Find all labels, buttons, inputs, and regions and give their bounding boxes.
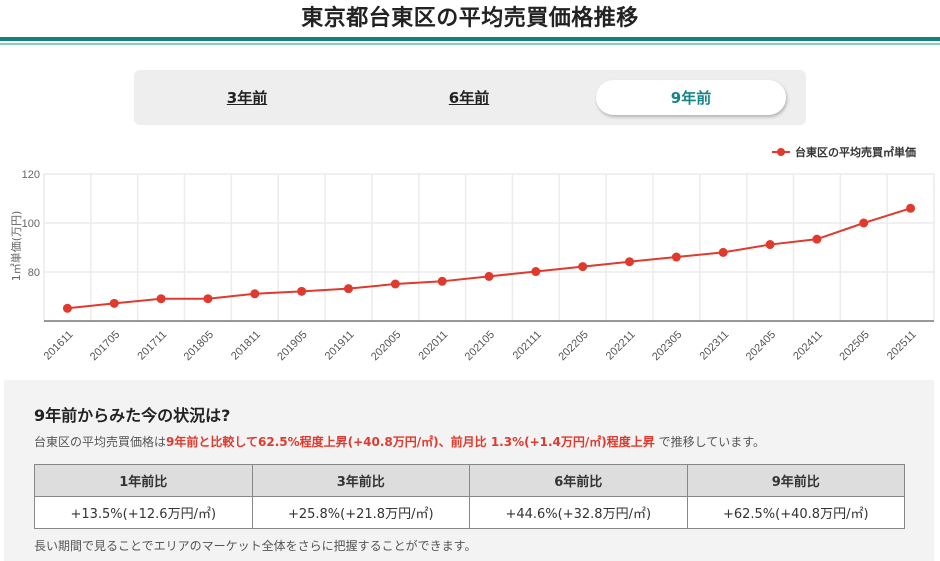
data-point[interactable] [484,271,494,281]
tab-label: 3年前 [226,89,268,107]
tab-label: 6年前 [448,89,490,107]
data-point[interactable] [297,286,307,296]
data-point[interactable] [859,218,869,228]
summary-text-prefix: 台東区の平均売買価格は [34,435,167,449]
table-header-row: 1年前比 3年前比 6年前比 9年前比 [34,464,905,497]
x-tick-label: 202305 [650,329,684,363]
summary-heading: 9年前からみた今の状況は? [34,406,231,425]
legend-label: 台東区の平均売買㎡単価 [795,146,916,159]
x-tick-label: 202211 [604,329,638,363]
summary-text-highlight: 9年前と比較して62.5%程度上昇(+40.8万円/㎡)、前月比 1.3%(+1… [166,435,655,449]
data-point[interactable] [437,276,447,286]
value-9-years: +62.5%(+40.8万円/㎡) [686,496,905,529]
header-6-years: 6年前比 [469,464,688,497]
line-chart: 80 100 120 201611 201705 201711 201805 201811 20… [22,169,935,363]
x-tick-label: 201611 [42,329,76,363]
page-title: 東京都台東区の平均売買価格推移 [301,6,639,31]
tab-9-years[interactable]: 9年前 [596,80,786,115]
data-point[interactable] [812,234,822,244]
data-point[interactable] [250,289,260,299]
x-tick-label: 201911 [323,329,357,363]
data-point[interactable] [203,294,213,304]
x-tick-label: 202011 [416,329,450,363]
data-point[interactable] [625,257,635,267]
summary-text: 台東区の平均売買価格は9年前と比較して62.5%程度上昇(+40.8万円/㎡)、… [34,433,765,450]
period-tab-bar: 3年前 6年前 9年前 [134,70,806,125]
x-tick-label: 201905 [275,329,309,363]
data-point[interactable] [109,298,119,308]
chart-legend[interactable]: 台東区の平均売買㎡単価 [772,144,916,160]
table-row: +13.5%(+12.6万円/㎡) +25.8%(+21.8万円/㎡) +44.… [34,496,905,529]
tab-3-years[interactable]: 3年前 [152,80,342,115]
summary-text-suffix: で推移しています。 [654,435,766,449]
data-point[interactable] [765,240,775,250]
y-tick-label: 100 [22,218,40,230]
data-point[interactable] [671,252,681,262]
legend-line-marker-icon [772,147,790,157]
value-1-year: +13.5%(+12.6万円/㎡) [34,496,253,529]
value-3-years: +25.8%(+21.8万円/㎡) [251,496,470,529]
y-tick-label: 80 [28,267,40,279]
data-point[interactable] [531,267,541,277]
x-tick-label: 201711 [135,329,169,363]
data-point[interactable] [578,262,588,272]
header-9-years: 9年前比 [686,464,905,497]
data-point[interactable] [390,279,400,289]
tab-6-years[interactable]: 6年前 [374,80,564,115]
x-tick-label: 201805 [182,329,216,363]
x-tick-label: 201705 [88,329,122,363]
title-divider-light [0,43,940,45]
x-tick-label: 202111 [511,329,544,362]
data-point[interactable] [62,303,72,313]
data-point[interactable] [718,247,728,257]
x-tick-label: 201811 [229,329,263,363]
x-tick-label: 202005 [369,329,403,363]
value-6-years: +44.6%(+32.8万円/㎡) [469,496,688,529]
comparison-table: 1年前比 3年前比 6年前比 9年前比 +13.5%(+12.6万円/㎡) +2… [34,464,905,529]
tab-label: 9年前 [670,89,712,107]
x-tick-label: 202105 [463,329,497,363]
title-divider [0,37,940,41]
x-tick-label: 202411 [791,329,825,363]
header-1-year: 1年前比 [34,464,253,497]
data-point[interactable] [156,294,166,304]
x-tick-label: 202505 [837,329,871,363]
x-tick-label: 202511 [885,329,919,363]
y-tick-label: 120 [22,169,40,181]
summary-panel: 9年前からみた今の状況は? 台東区の平均売買価格は9年前と比較して62.5%程度… [4,380,934,561]
data-point[interactable] [343,284,353,294]
x-tick-label: 202311 [697,329,731,363]
summary-footnote: 長い期間で見ることでエリアのマーケット全体をさらに把握することができます。 [34,539,477,553]
header-3-years: 3年前比 [251,464,470,497]
x-tick-label: 202205 [556,329,590,363]
data-point[interactable] [906,203,916,213]
x-tick-label: 202405 [744,329,778,363]
